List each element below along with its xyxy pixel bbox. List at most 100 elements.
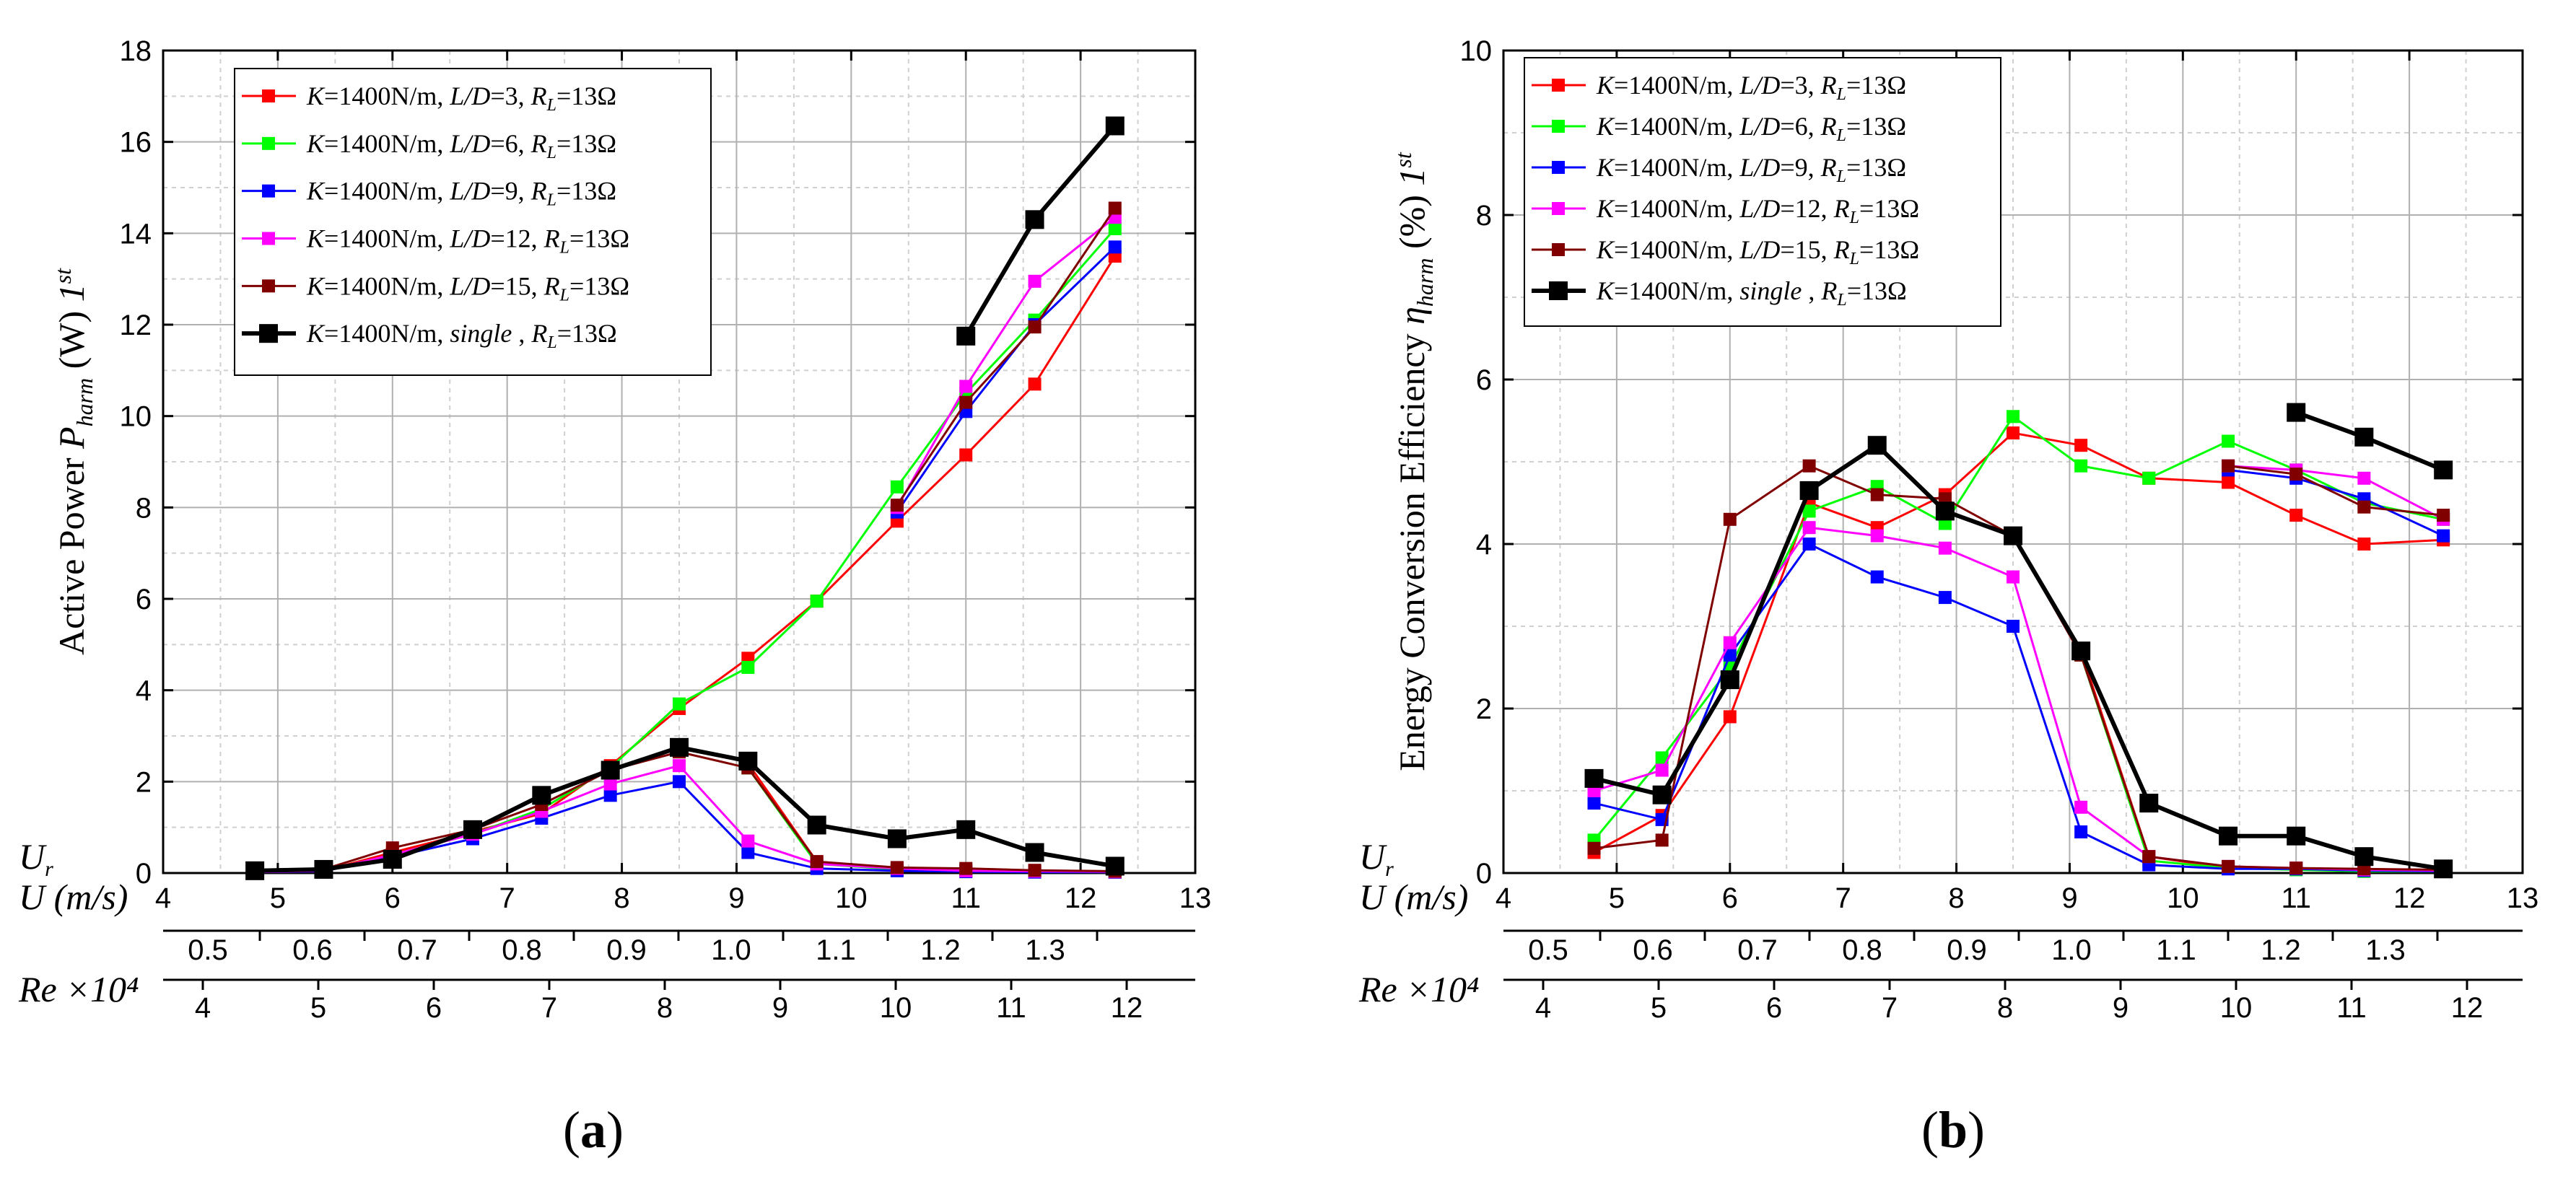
caption-paren: ) <box>606 1101 624 1159</box>
legend-entry-1: K=1400N/m, L/D=6, RL=13Ω <box>1596 112 1906 145</box>
re-tick-label: 9 <box>772 992 788 1024</box>
y-title-symbol: η <box>1392 307 1432 325</box>
data-point <box>810 595 824 608</box>
legend-r-subscript: L <box>1849 250 1859 268</box>
y-title-unit: (W) <box>51 302 92 378</box>
u-tick-label: 1.1 <box>816 934 856 966</box>
data-point <box>959 448 973 462</box>
data-point <box>603 789 617 802</box>
u-tick-label: 1.2 <box>920 934 961 966</box>
data-point <box>1028 274 1042 288</box>
legend-r: R <box>1820 71 1837 100</box>
legend-ratio-label: single <box>450 319 512 348</box>
legend-r-value: =13Ω <box>556 177 616 206</box>
ur-row-label: Ur <box>19 836 53 881</box>
data-point <box>2287 826 2306 846</box>
y-tick-label: 14 <box>120 218 152 250</box>
data-point <box>2074 800 2088 814</box>
data-point <box>887 829 907 848</box>
y-axis-title: Energy Conversion Efficiency ηharm (%) 1… <box>1390 152 1438 771</box>
data-point <box>2139 794 2159 813</box>
series-0 <box>1587 426 2450 878</box>
series-line <box>896 216 1116 509</box>
y-tick-label: 6 <box>136 584 152 615</box>
data-point <box>1108 240 1122 254</box>
data-point <box>532 786 551 805</box>
y-tick-label: 4 <box>1476 529 1492 561</box>
legend-ratio-label: single <box>1739 276 1802 305</box>
data-point <box>1652 785 1672 804</box>
data-point <box>603 777 617 791</box>
legend-ratio-label: L/D <box>449 177 490 206</box>
y-axis-title: Active Power Pharm (W) 1st <box>50 268 97 655</box>
legend-entry-5: K=1400N/m, single , RL=13Ω <box>306 319 617 352</box>
data-point <box>1028 320 1042 334</box>
caption-letter: b <box>1939 1101 1968 1159</box>
y-title-subscript: harm <box>1412 258 1438 307</box>
series-5 <box>1584 403 2453 879</box>
y-title-ordinal: 1 <box>51 284 92 302</box>
data-point <box>959 395 973 409</box>
legend-r-subscript: L <box>1836 167 1846 186</box>
y-title-main: Active Power <box>51 449 92 655</box>
data-point <box>890 499 904 512</box>
re-tick-label: 12 <box>2451 992 2484 1024</box>
data-point <box>890 861 904 874</box>
data-point <box>1025 210 1044 229</box>
legend-ratio-label: L/D <box>1739 235 1780 264</box>
data-point <box>1723 648 1737 662</box>
data-point <box>959 861 973 875</box>
legend-entry-4: K=1400N/m, L/D=15, RL=13Ω <box>306 271 629 304</box>
re-tick-label: 11 <box>996 992 1026 1024</box>
series-group <box>245 116 1125 880</box>
re-tick-label: 5 <box>310 992 326 1024</box>
u-tick-label: 0.6 <box>1633 934 1673 966</box>
x-tick-label: 7 <box>1835 882 1851 914</box>
series-line <box>2227 465 2444 521</box>
x-tick-label: 6 <box>385 882 401 914</box>
legend-r-value: =13Ω <box>569 224 629 253</box>
data-point <box>2074 439 2088 452</box>
legend-ratio-label: L/D <box>1739 71 1780 100</box>
series-line <box>2079 654 2444 873</box>
y-title-unit: (%) <box>1392 186 1432 258</box>
data-point <box>956 820 976 839</box>
x-tick-label: 13 <box>2507 882 2539 914</box>
legend-k: K <box>1596 112 1615 141</box>
legend-r-subscript: L <box>1836 85 1846 104</box>
re-tick-label: 12 <box>1111 992 1143 1024</box>
y-title-subscript: harm <box>71 378 97 427</box>
u-tick-label: 0.6 <box>292 934 333 966</box>
legend-k: K <box>1596 235 1615 264</box>
legend-r-value: =13Ω <box>556 129 616 158</box>
legend-stiffness: =1400N/m, <box>324 319 450 348</box>
x-tick-label: 4 <box>155 882 171 914</box>
legend-ratio-label: L/D <box>449 82 490 110</box>
legend-r-subscript: L <box>559 286 569 304</box>
series-line <box>964 124 1117 338</box>
data-point <box>463 820 482 839</box>
series-3 <box>1587 459 2450 877</box>
data-point <box>1584 768 1604 788</box>
legend-r: R <box>531 82 547 110</box>
data-point <box>2222 459 2235 473</box>
legend-r-value: =13Ω <box>569 271 629 300</box>
legend-r-subscript: L <box>546 333 556 352</box>
y-tick-label: 6 <box>1476 364 1492 396</box>
legend-r: R <box>1833 235 1850 264</box>
data-point <box>2142 850 2156 864</box>
re-tick-label: 7 <box>541 992 557 1024</box>
legend-swatch-marker <box>259 324 278 343</box>
legend-r-value: =13Ω <box>1859 235 1919 264</box>
data-point <box>1799 481 1819 500</box>
re-row-label: Re ×10⁴ <box>18 969 139 1009</box>
data-point <box>1028 864 1042 877</box>
legend-swatch-marker <box>1549 281 1568 300</box>
data-point <box>383 850 402 869</box>
data-point <box>1655 833 1669 847</box>
data-point <box>2434 859 2453 879</box>
data-point <box>2142 471 2156 485</box>
re-tick-label: 8 <box>657 992 673 1024</box>
